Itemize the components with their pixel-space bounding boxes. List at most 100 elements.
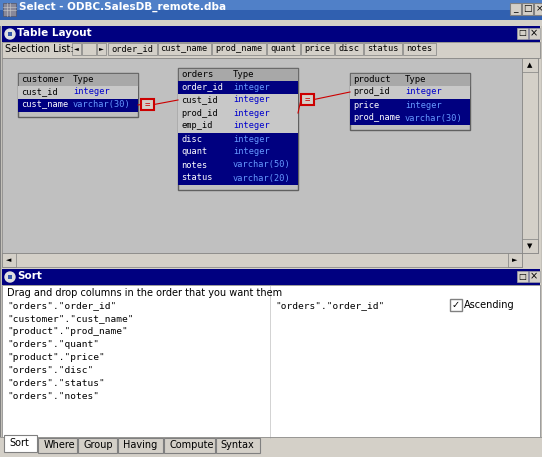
Bar xyxy=(0,0,542,20)
Text: integer: integer xyxy=(233,96,270,105)
Bar xyxy=(2,285,540,439)
Text: ◄: ◄ xyxy=(7,257,12,263)
Bar xyxy=(364,43,402,55)
Bar xyxy=(450,299,462,311)
Text: Having: Having xyxy=(123,440,157,450)
Text: "orders"."disc": "orders"."disc" xyxy=(7,366,93,375)
Text: disc: disc xyxy=(338,44,359,53)
Text: status: status xyxy=(367,44,398,53)
Bar xyxy=(350,99,470,112)
Text: status: status xyxy=(181,174,212,182)
Bar xyxy=(38,438,77,453)
Bar xyxy=(97,43,106,55)
Text: ◄: ◄ xyxy=(74,47,79,52)
Text: customer: customer xyxy=(21,75,64,84)
Bar xyxy=(178,68,298,81)
Circle shape xyxy=(5,29,15,39)
Text: "orders"."quant": "orders"."quant" xyxy=(7,340,99,349)
Text: price: price xyxy=(353,101,379,110)
Text: Drag and drop columns in the order that you want them: Drag and drop columns in the order that … xyxy=(7,288,282,298)
Text: cust_id: cust_id xyxy=(21,87,58,96)
Bar xyxy=(267,43,300,55)
Bar xyxy=(18,86,138,99)
Bar xyxy=(8,275,12,279)
Bar xyxy=(178,159,298,172)
Bar xyxy=(158,43,211,55)
Bar xyxy=(350,86,470,99)
Text: Table Layout: Table Layout xyxy=(17,28,92,38)
Text: quant: quant xyxy=(181,148,207,156)
Text: □: □ xyxy=(518,271,526,281)
Text: varchar(50): varchar(50) xyxy=(233,160,291,170)
Text: □: □ xyxy=(523,5,532,14)
Text: integer: integer xyxy=(233,148,270,156)
Text: Type: Type xyxy=(405,75,427,84)
Bar xyxy=(216,438,260,453)
Bar xyxy=(18,73,138,86)
Bar xyxy=(141,99,154,110)
Bar xyxy=(2,58,522,253)
Bar xyxy=(164,438,215,453)
Bar xyxy=(510,3,521,15)
Bar xyxy=(178,94,298,107)
Bar xyxy=(522,58,538,72)
Text: Type: Type xyxy=(73,75,94,84)
Text: Where: Where xyxy=(43,440,75,450)
Bar xyxy=(529,28,540,39)
Text: varchar(30): varchar(30) xyxy=(405,113,463,122)
Bar xyxy=(301,43,334,55)
Text: "orders"."order_id": "orders"."order_id" xyxy=(275,301,384,310)
Text: Group: Group xyxy=(83,440,113,450)
Text: product: product xyxy=(353,75,391,84)
Text: integer: integer xyxy=(405,87,442,96)
Bar xyxy=(534,3,542,15)
Bar xyxy=(8,32,12,36)
Text: ►: ► xyxy=(99,47,104,52)
Bar xyxy=(517,28,528,39)
Text: integer: integer xyxy=(405,101,442,110)
Bar xyxy=(18,73,138,117)
Text: prod_name: prod_name xyxy=(215,44,263,53)
Text: prod_name: prod_name xyxy=(353,113,400,122)
Bar xyxy=(522,3,533,15)
Bar xyxy=(78,438,117,453)
Bar xyxy=(118,438,163,453)
Bar xyxy=(517,271,528,282)
Text: prod_id: prod_id xyxy=(353,87,390,96)
Bar xyxy=(350,112,470,125)
Text: order_id: order_id xyxy=(181,83,223,91)
Bar xyxy=(508,253,522,267)
Bar xyxy=(0,0,542,10)
Bar xyxy=(529,271,540,282)
Text: integer: integer xyxy=(73,87,109,96)
Text: integer: integer xyxy=(233,134,270,143)
Bar xyxy=(4,435,37,452)
Bar xyxy=(178,68,298,190)
Bar xyxy=(522,239,538,253)
Bar xyxy=(2,253,522,267)
Bar xyxy=(335,43,363,55)
Text: Ascending: Ascending xyxy=(464,300,514,310)
Text: price: price xyxy=(304,44,331,53)
Bar xyxy=(72,43,81,55)
Circle shape xyxy=(5,272,15,282)
Text: prod_id: prod_id xyxy=(181,108,218,117)
Text: notes: notes xyxy=(181,160,207,170)
Text: varchar(30): varchar(30) xyxy=(73,101,131,110)
Text: =: = xyxy=(304,95,309,104)
Bar xyxy=(178,133,298,146)
Bar xyxy=(178,120,298,133)
Text: "customer"."cust_name": "customer"."cust_name" xyxy=(7,314,133,323)
Bar xyxy=(178,172,298,185)
Text: "orders"."notes": "orders"."notes" xyxy=(7,392,99,401)
Bar xyxy=(212,43,266,55)
Text: Sort: Sort xyxy=(17,271,42,281)
Bar xyxy=(178,107,298,120)
Text: =: = xyxy=(144,100,150,109)
Bar xyxy=(18,99,138,112)
Text: integer: integer xyxy=(233,122,270,131)
Text: ×: × xyxy=(530,28,538,38)
Text: Selection List:: Selection List: xyxy=(5,44,74,54)
Text: notes: notes xyxy=(406,44,433,53)
Text: "orders"."status": "orders"."status" xyxy=(7,379,105,388)
